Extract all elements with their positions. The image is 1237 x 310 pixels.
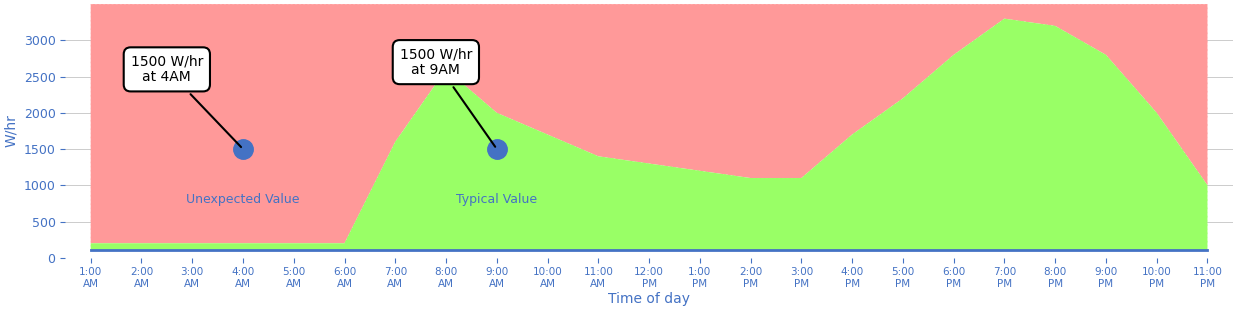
- X-axis label: Time of day: Time of day: [609, 292, 690, 306]
- Text: Typical Value: Typical Value: [456, 193, 537, 206]
- Y-axis label: W/hr: W/hr: [4, 114, 19, 147]
- Text: Unexpected Value: Unexpected Value: [187, 193, 299, 206]
- Text: 1500 W/hr
at 9AM: 1500 W/hr at 9AM: [400, 47, 495, 147]
- Text: 1500 W/hr
at 4AM: 1500 W/hr at 4AM: [131, 54, 241, 147]
